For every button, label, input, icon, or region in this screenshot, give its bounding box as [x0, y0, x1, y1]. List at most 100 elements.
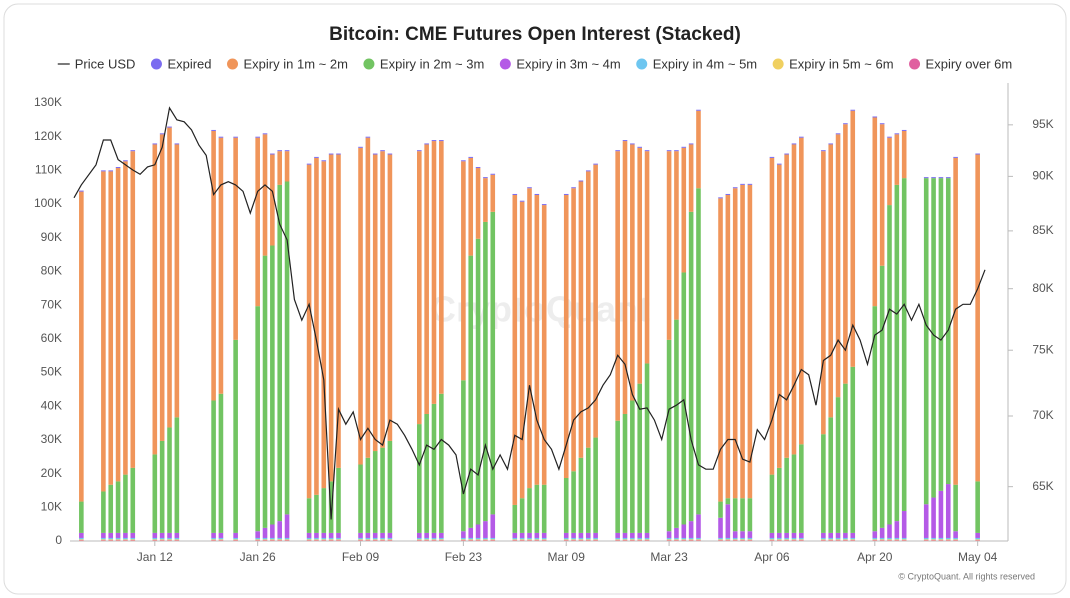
- bar-segment: [439, 140, 444, 142]
- bar-segment: [563, 194, 569, 478]
- bar-segment: [975, 154, 980, 482]
- y-tick-label: 30K: [41, 432, 62, 446]
- bar-segment: [387, 540, 393, 541]
- bar-segment: [718, 540, 723, 541]
- bar-segment: [585, 540, 591, 541]
- bar-segment: [321, 540, 327, 541]
- bar-segment: [630, 539, 635, 541]
- bar-segment: [211, 540, 216, 541]
- bar-segment: [945, 537, 951, 540]
- bar-segment: [615, 537, 620, 540]
- bar-segment: [490, 539, 496, 541]
- bar-segment: [945, 177, 951, 179]
- bar-segment: [688, 539, 694, 541]
- bar-segment: [821, 434, 826, 533]
- bar-segment: [843, 537, 848, 540]
- bar-segment: [461, 540, 466, 541]
- bar-segment: [512, 194, 518, 505]
- bar-segment: [593, 532, 598, 538]
- bar-segment: [578, 539, 584, 541]
- bar-segment: [681, 539, 687, 541]
- bar-segment: [527, 539, 532, 541]
- bar-segment: [218, 393, 224, 533]
- bar-segment: [799, 537, 804, 540]
- legend-label: Expiry in 4m ~ 5m: [653, 56, 757, 71]
- bar-segment: [953, 156, 958, 158]
- bar-segment: [270, 537, 275, 540]
- bar-segment: [740, 540, 745, 541]
- bar-segment: [152, 532, 158, 538]
- bar-segment: [674, 150, 679, 152]
- bar-segment: [615, 420, 620, 533]
- bar-segment: [850, 537, 856, 540]
- bar-segment: [828, 417, 834, 533]
- bar-segment: [101, 491, 106, 533]
- bar-segment: [945, 540, 951, 541]
- bar-segment: [776, 532, 782, 538]
- bar-segment: [938, 539, 944, 541]
- bar-segment: [630, 532, 635, 538]
- bar-segment: [512, 540, 518, 541]
- y-tick-label: 100K: [34, 196, 62, 210]
- bar-segment: [872, 116, 878, 118]
- bar-segment: [468, 156, 474, 158]
- bar-segment: [593, 539, 598, 541]
- bar-segment: [585, 532, 591, 538]
- bar-segment: [115, 168, 121, 482]
- bar-segment: [233, 540, 238, 541]
- bar-segment: [461, 539, 466, 541]
- bar-segment: [732, 540, 738, 541]
- bar-segment: [424, 539, 429, 541]
- bar-segment: [416, 150, 422, 152]
- bar-segment: [306, 498, 312, 533]
- bar-segment: [718, 197, 723, 199]
- legend-label: Expiry in 5m ~ 6m: [789, 56, 893, 71]
- bar-segment: [328, 153, 334, 155]
- bar-segment: [365, 532, 371, 538]
- x-tick-label: May 04: [958, 550, 998, 564]
- bar-segment: [622, 140, 628, 142]
- bar-segment: [887, 136, 892, 138]
- bar-segment: [563, 532, 569, 538]
- bar-segment: [431, 140, 437, 142]
- bar-segment: [167, 126, 172, 128]
- bar-segment: [372, 154, 378, 452]
- bar-segment: [416, 537, 422, 540]
- bar-segment: [585, 539, 591, 541]
- bar-segment: [512, 193, 518, 195]
- bar-segment: [843, 539, 848, 541]
- bar-segment: [358, 539, 363, 541]
- bar-segment: [894, 133, 900, 135]
- bar-segment: [328, 539, 334, 541]
- bar-segment: [835, 539, 841, 541]
- bar-segment: [571, 471, 576, 533]
- bar-segment: [821, 537, 826, 540]
- bar-segment: [358, 540, 363, 541]
- bar-segment: [769, 540, 775, 541]
- bar-segment: [314, 494, 319, 533]
- bar-segment: [365, 137, 371, 458]
- bar-segment: [938, 540, 944, 541]
- bar-segment: [872, 117, 878, 307]
- bar-segment: [512, 504, 518, 533]
- bar-segment: [152, 537, 158, 540]
- bar-segment: [336, 539, 341, 541]
- bar-segment: [799, 444, 804, 533]
- legend-label: Expiry in 1m ~ 2m: [244, 56, 348, 71]
- bar-segment: [666, 531, 672, 538]
- bar-segment: [431, 532, 437, 538]
- bar-segment: [123, 539, 128, 541]
- bar-segment: [563, 537, 569, 540]
- y-tick-label: 120K: [34, 129, 62, 143]
- bar-segment: [953, 157, 958, 485]
- bar-segment: [277, 539, 283, 541]
- bar-segment: [468, 540, 474, 541]
- bar-segment: [843, 383, 848, 533]
- bar-segment: [901, 539, 907, 541]
- bar-segment: [490, 540, 496, 541]
- bar-segment: [519, 539, 525, 541]
- bar-segment: [527, 532, 532, 538]
- bar-segment: [270, 540, 275, 541]
- bar-segment: [159, 134, 165, 441]
- bar-segment: [255, 540, 260, 541]
